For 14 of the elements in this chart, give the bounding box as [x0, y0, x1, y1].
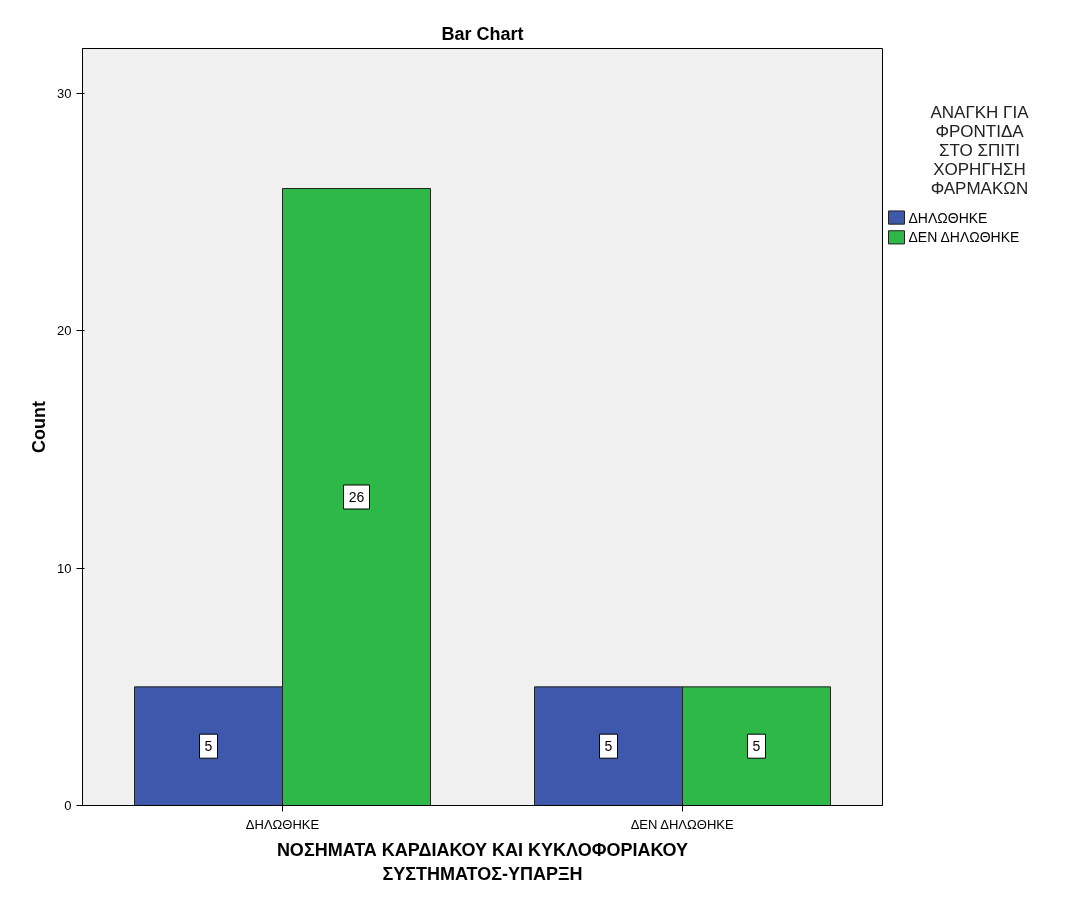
y-tick-label: 30: [57, 86, 72, 102]
data-label: 5: [752, 738, 761, 755]
data-label: 5: [204, 738, 213, 755]
legend-title: ΑΝΑΓΚΗ ΓΙΑ ΦΡΟΝΤΙΔΑ ΣΤΟ ΣΠΙΤΙ ΧΟΡΗΓΗΣΗ ΦΑΡΜΑΚΩΝ: [930, 103, 1030, 199]
legend-label: ΔΗΛΩΘΗΚΕ: [908, 209, 988, 226]
x-axis-title: ΝΟΣΗΜΑΤΑ ΚΑΡΔΙΑΚΟΥ ΚΑΙ ΚΥΚΛΟΦΟΡΙΑΚΟΥ ΣΥΣΤΗΜΑΤΟΣ-ΥΠΑΡΞΗ: [276, 839, 689, 884]
y-tick-label: 20: [57, 323, 72, 339]
y-tick-label: 0: [64, 798, 72, 813]
data-label: 5: [604, 738, 613, 755]
y-tick-label: 10: [57, 560, 72, 576]
y-axis-title: Count: [29, 401, 50, 453]
chart-title: Bar Chart: [441, 23, 524, 44]
legend-label: ΔΕΝ ΔΗΛΩΘΗΚΕ: [908, 229, 1020, 246]
data-label: 26: [348, 489, 365, 505]
